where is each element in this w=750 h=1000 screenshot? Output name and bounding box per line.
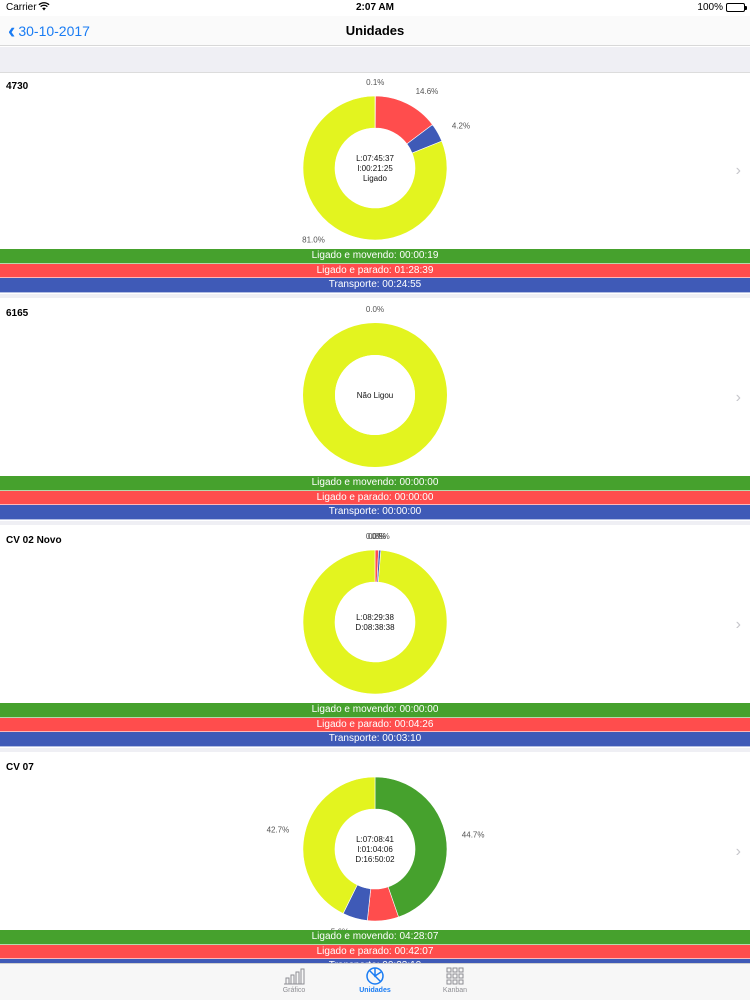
donut-hole (335, 582, 415, 662)
unit-name: CV 07 (6, 762, 34, 773)
bar-ligado-parado: Ligado e parado: 00:04:26 (0, 717, 750, 732)
duration-bars: Ligado e movendo: 00:00:00 Ligado e parad… (0, 703, 750, 747)
bar-ligado-movendo: Ligado e movendo: 04:28:07 (0, 930, 750, 945)
unit-name: CV 02 Novo (6, 535, 62, 546)
bar-ligado-parado: Ligado e parado: 00:42:07 (0, 944, 750, 959)
donut-chart: 0.1% 14.6% 4.2% 81.0% L:07:45:37I:00:21:25Li… (302, 78, 470, 244)
tab-unidades-label: Unidades (359, 987, 391, 994)
status-bar: Carrier 2:07 AM 100% (0, 0, 750, 16)
bar-transporte: Transporte: 00:24:55 (0, 278, 750, 293)
duration-bars: Ligado e movendo: 00:00:19 Ligado e parad… (0, 249, 750, 293)
chevron-right-icon: › (735, 389, 741, 406)
unit-name: 4730 (6, 81, 29, 92)
donut-slice (303, 323, 447, 467)
slice-label: 0.0% (366, 305, 384, 314)
slice-label: 4.2% (452, 122, 470, 131)
clock: 2:07 AM (356, 2, 394, 13)
center-label: Não Ligou (357, 391, 393, 400)
unit-row[interactable]: CV 02 Novo 0.0%0.8%0.5%98.7%L:08:29:38D:0… (0, 528, 750, 755)
navigation-bar: ‹ 30-10-2017 Unidades (0, 16, 750, 46)
unidades-icon (366, 967, 384, 985)
section-separator (0, 521, 750, 525)
section-separator (0, 294, 750, 298)
center-label: L:07:45:37 (356, 154, 394, 163)
tab-grafico[interactable]: Gráfico (264, 967, 324, 994)
bar-ligado-parado: Ligado e parado: 00:00:00 (0, 490, 750, 505)
slice-label: 0.8% (368, 532, 386, 541)
bar-chart-icon (284, 968, 305, 985)
battery-icon (726, 3, 747, 12)
center-label: I:01:04:06 (357, 845, 393, 854)
chevron-right-icon: › (735, 843, 741, 860)
donut-hole (335, 355, 415, 435)
donut-chart: 44.7%7.0%5.6%42.7%L:07:08:41I:01:04:06D:… (267, 776, 485, 939)
slice-label: 42.7% (267, 825, 290, 834)
unit-row[interactable]: CV 0744.7%7.0%5.6%42.7%L:07:08:41I:01:04… (0, 755, 750, 982)
bar-transporte: Transporte: 00:00:00 (0, 505, 750, 520)
center-label: D:08:38:38 (355, 623, 395, 632)
donut-hole (335, 809, 415, 889)
grid-icon (446, 967, 464, 985)
slice-label: 44.7% (462, 831, 485, 840)
center-label: I:00:21:25 (357, 164, 393, 173)
bar-transporte: Transporte: 00:03:10 (0, 732, 750, 747)
battery-percent: 100% (697, 2, 723, 13)
chevron-right-icon: › (735, 616, 741, 633)
bar-ligado-movendo: Ligado e movendo: 00:00:19 (0, 249, 750, 264)
donut-chart: 0.0%0.8%0.5%98.7%L:08:29:38D:08:38:38 (302, 532, 448, 713)
tab-unidades[interactable]: Unidades (345, 967, 405, 994)
unit-row[interactable]: 4730 0.1% 14.6% 4.2% 81.0% L:07:45:37 I:00:21:… (0, 74, 750, 301)
tab-grafico-label: Gráfico (282, 987, 306, 994)
unit-row[interactable]: 6165100.0%0.0%Não Ligou›Ligado e movendo… (0, 301, 750, 528)
section-header-spacer (0, 47, 750, 73)
center-label: L:08:29:38 (356, 613, 394, 622)
duration-bars: Ligado e movendo: 00:00:00 Ligado e parad… (0, 476, 750, 520)
bar-ligado-movendo: Ligado e movendo: 00:00:00 (0, 703, 750, 718)
center-label: Ligado (363, 174, 388, 183)
unit-name: 6165 (6, 308, 29, 319)
bar-ligado-movendo: Ligado e movendo: 00:00:00 (0, 476, 750, 491)
wifi-icon (38, 1, 50, 14)
slice-label: 0.0% (366, 532, 384, 541)
slice-label: 14.6% (416, 87, 439, 96)
chevron-left-icon: ‹ (8, 18, 16, 43)
slice-label: 81.0% (302, 235, 325, 244)
slice-label: 0.5% (372, 532, 390, 541)
center-label: D:16:50:02 (355, 855, 395, 864)
tab-kanban-label: Kanban (442, 987, 468, 994)
slice-label: 0.1% (366, 78, 384, 87)
bar-ligado-parado: Ligado e parado: 01:28:39 (0, 263, 750, 278)
chevron-right-icon: › (735, 162, 741, 179)
section-separator (0, 748, 750, 752)
center-label: L:07:08:41 (356, 835, 394, 844)
back-button[interactable]: ‹ 30-10-2017 (8, 20, 90, 42)
carrier-label: Carrier (6, 2, 37, 13)
donut-hole (335, 128, 415, 208)
back-button-label: 30-10-2017 (18, 23, 90, 39)
donut-chart: 100.0%0.0%Não Ligou (303, 305, 447, 486)
tab-bar: Gráfico Unidades Kanban (0, 963, 750, 1000)
page-title: Unidades (345, 23, 405, 38)
tab-kanban[interactable]: Kanban (425, 967, 485, 994)
